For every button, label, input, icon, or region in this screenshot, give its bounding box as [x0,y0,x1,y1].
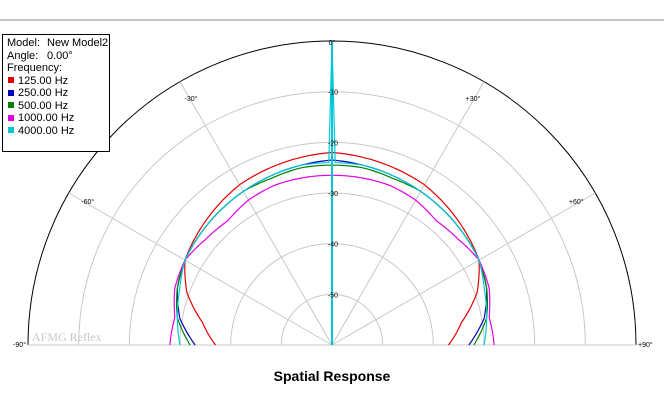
legend-angle-row: Angle: 0.00° [7,50,105,63]
angle-tick-label: +90° [638,341,653,349]
legend-label: 125.00 Hz [18,74,69,87]
legend-swatch [8,102,14,109]
legend-label: 250.00 Hz [18,87,69,99]
radial-tick-label: -50 [328,292,338,299]
legend-swatch [8,114,14,121]
legend-swatch [8,77,14,84]
radial-tick-label: -20 [328,140,338,147]
grid-spoke [68,192,333,346]
angle-label: Angle: [7,49,39,62]
series-group [169,40,495,346]
angle-tick-label: 0° [329,39,336,47]
legend-label: 1000.00 Hz [18,112,75,124]
angle-value: 0.00° [47,49,73,62]
legend-swatch [8,127,14,134]
grid-spoke [331,81,485,346]
radial-tick-label: -10 [328,90,338,97]
grid-spoke [331,192,596,346]
legend: Model: New Model2 Angle: 0.00° Frequency: … [2,34,110,152]
legend-entry: 125.00 Hz [7,75,105,88]
legend-entry: 4000.00 Hz [7,125,105,138]
chart-title: Spatial Response [273,368,391,384]
legend-model-row: Model: New Model2 [7,37,109,50]
legend-entry: 250.00 Hz [7,87,105,100]
angle-tick-label: -60° [81,198,94,206]
legend-entry: 1000.00 Hz [7,112,105,125]
grid-spoke [179,81,333,346]
legend-label: 4000.00 Hz [18,124,75,137]
legend-entries: 125.00 Hz 250.00 Hz 500.00 Hz 1000.00 Hz 400… [7,75,105,138]
radial-tick-label: -30 [328,191,338,198]
angle-tick-label: +60° [569,198,584,206]
model-label: Model: [7,37,41,49]
angle-tick-label: -90° [13,341,26,349]
frequency-label: Frequency: [7,62,63,74]
legend-entry: 500.00 Hz [7,100,105,113]
legend-swatch [8,89,14,96]
model-value: New Model2 [47,37,109,49]
angle-tick-label: -30° [185,95,198,103]
legend-label: 500.00 Hz [18,99,69,112]
watermark: AFMG Reflex [32,330,102,344]
angle-tick-label: +30° [466,95,481,103]
radial-tick-label: -40 [328,242,338,249]
tick-labels: -90° -60° -30° 0° +30° +60° +90° -10 -20 -30 -40 -5… [13,39,653,349]
